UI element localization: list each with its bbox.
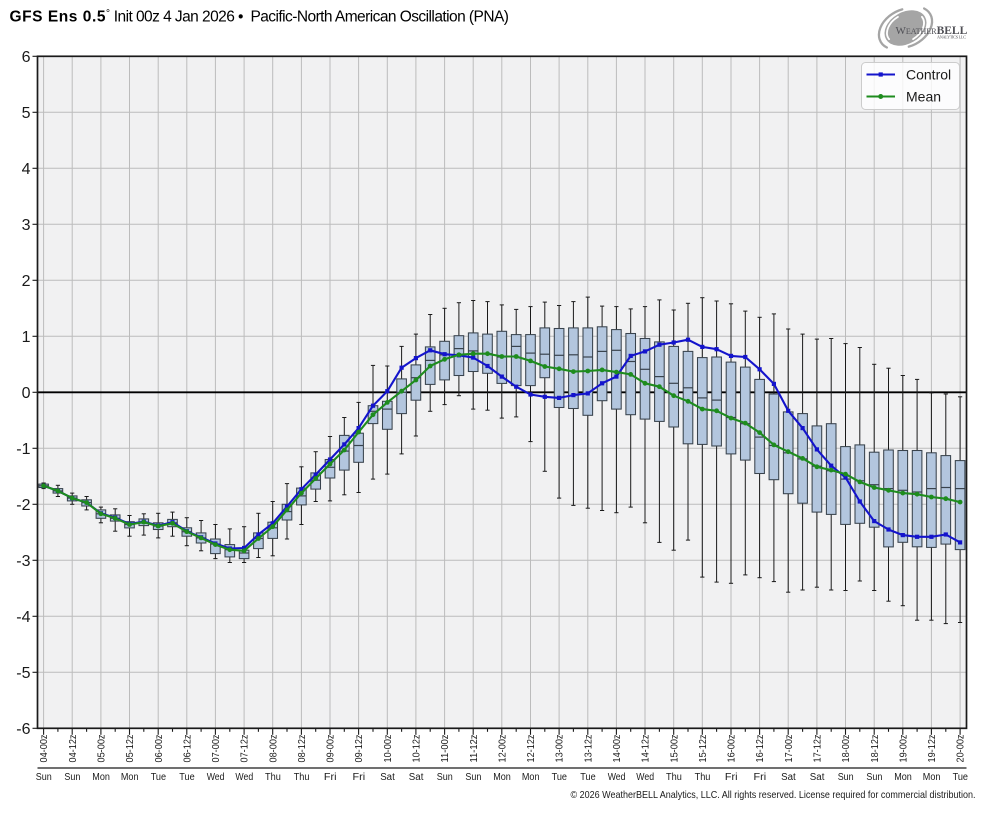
- svg-text:06-00z: 06-00z: [154, 735, 165, 763]
- svg-text:18-12z: 18-12z: [870, 735, 881, 763]
- svg-text:4: 4: [22, 161, 31, 178]
- svg-text:Fri: Fri: [353, 772, 366, 783]
- svg-text:ANALYTICS LLC: ANALYTICS LLC: [937, 35, 966, 40]
- svg-text:Tue: Tue: [552, 772, 568, 783]
- svg-text:Thu: Thu: [695, 772, 711, 783]
- svg-text:12-12z: 12-12z: [526, 735, 537, 763]
- svg-text:Wed: Wed: [608, 772, 626, 783]
- svg-text:© 2026 WeatherBELL Analytics,: © 2026 WeatherBELL Analytics, LLC. All r…: [571, 789, 976, 801]
- svg-text:Tue: Tue: [151, 772, 167, 783]
- svg-text:Thu: Thu: [265, 772, 281, 783]
- svg-text:Sat: Sat: [810, 772, 825, 783]
- svg-text:Fri: Fri: [725, 772, 738, 783]
- svg-text:19-12z: 19-12z: [927, 735, 938, 763]
- svg-text:3: 3: [22, 217, 31, 234]
- svg-text:16-12z: 16-12z: [755, 735, 766, 763]
- svg-text:14-12z: 14-12z: [641, 735, 652, 763]
- svg-text:05-00z: 05-00z: [97, 735, 108, 763]
- svg-text:Sun: Sun: [36, 772, 52, 783]
- svg-text:Thu: Thu: [294, 772, 310, 783]
- svg-text:Tue: Tue: [179, 772, 195, 783]
- svg-text:Sun: Sun: [838, 772, 854, 783]
- svg-text:05-12z: 05-12z: [125, 735, 136, 763]
- svg-text:09-00z: 09-00z: [326, 735, 337, 763]
- svg-text:Sun: Sun: [465, 772, 481, 783]
- svg-text:08-00z: 08-00z: [268, 735, 279, 763]
- svg-text:Mon: Mon: [923, 772, 941, 783]
- svg-text:-4: -4: [16, 609, 30, 626]
- svg-text:Fri: Fri: [754, 772, 767, 783]
- svg-text:Thu: Thu: [666, 772, 682, 783]
- svg-text:Tue: Tue: [953, 772, 969, 783]
- svg-text:13-12z: 13-12z: [583, 735, 594, 763]
- svg-text:2: 2: [22, 273, 31, 290]
- svg-text:Sat: Sat: [781, 772, 796, 783]
- svg-text:17-00z: 17-00z: [784, 735, 795, 763]
- svg-text:15-00z: 15-00z: [669, 735, 680, 763]
- svg-text:Fri: Fri: [324, 772, 337, 783]
- svg-text:07-12z: 07-12z: [240, 735, 251, 763]
- svg-text:Mon: Mon: [92, 772, 110, 783]
- svg-text:Tue: Tue: [580, 772, 596, 783]
- svg-text:15-12z: 15-12z: [698, 735, 709, 763]
- svg-text:14-00z: 14-00z: [612, 735, 623, 763]
- svg-text:-6: -6: [16, 721, 30, 738]
- svg-text:GFS Ens 0.5° Init 00z 4 Jan 20: GFS Ens 0.5° Init 00z 4 Jan 2026 • Pacif…: [10, 9, 509, 26]
- svg-text:6: 6: [22, 49, 31, 66]
- svg-text:WEATHERBELL: WEATHERBELL: [896, 25, 968, 37]
- svg-text:10-12z: 10-12z: [412, 735, 423, 763]
- svg-text:13-00z: 13-00z: [555, 735, 566, 763]
- svg-text:-2: -2: [16, 497, 30, 514]
- svg-text:1: 1: [22, 329, 31, 346]
- svg-text:12-00z: 12-00z: [497, 735, 508, 763]
- svg-text:Wed: Wed: [636, 772, 654, 783]
- svg-text:06-12z: 06-12z: [182, 735, 193, 763]
- svg-text:11-00z: 11-00z: [440, 735, 451, 763]
- svg-text:Mon: Mon: [894, 772, 912, 783]
- svg-text:Control: Control: [906, 66, 951, 82]
- svg-text:Sun: Sun: [64, 772, 80, 783]
- svg-text:10-00z: 10-00z: [383, 735, 394, 763]
- svg-text:Mon: Mon: [493, 772, 511, 783]
- svg-text:04-00z: 04-00z: [39, 735, 50, 763]
- svg-text:Sat: Sat: [380, 772, 395, 783]
- svg-text:16-00z: 16-00z: [727, 735, 738, 763]
- svg-text:Mean: Mean: [906, 88, 941, 104]
- svg-text:5: 5: [22, 105, 31, 122]
- svg-text:0: 0: [22, 385, 31, 402]
- svg-text:Sun: Sun: [866, 772, 882, 783]
- svg-text:Sat: Sat: [409, 772, 424, 783]
- svg-text:19-00z: 19-00z: [898, 735, 909, 763]
- svg-text:08-12z: 08-12z: [297, 735, 308, 763]
- svg-text:20-00z: 20-00z: [956, 735, 967, 763]
- svg-text:-5: -5: [16, 665, 30, 682]
- svg-text:11-12z: 11-12z: [469, 735, 480, 763]
- svg-text:18-00z: 18-00z: [841, 735, 852, 763]
- svg-text:-1: -1: [16, 441, 30, 458]
- svg-text:09-12z: 09-12z: [354, 735, 365, 763]
- svg-text:Mon: Mon: [121, 772, 139, 783]
- svg-text:-3: -3: [16, 553, 30, 570]
- svg-text:Wed: Wed: [235, 772, 253, 783]
- svg-text:Wed: Wed: [207, 772, 225, 783]
- svg-text:04-12z: 04-12z: [68, 735, 79, 763]
- svg-text:Sun: Sun: [437, 772, 453, 783]
- svg-text:Mon: Mon: [522, 772, 540, 783]
- svg-text:07-00z: 07-00z: [211, 735, 222, 763]
- svg-text:17-12z: 17-12z: [813, 735, 824, 763]
